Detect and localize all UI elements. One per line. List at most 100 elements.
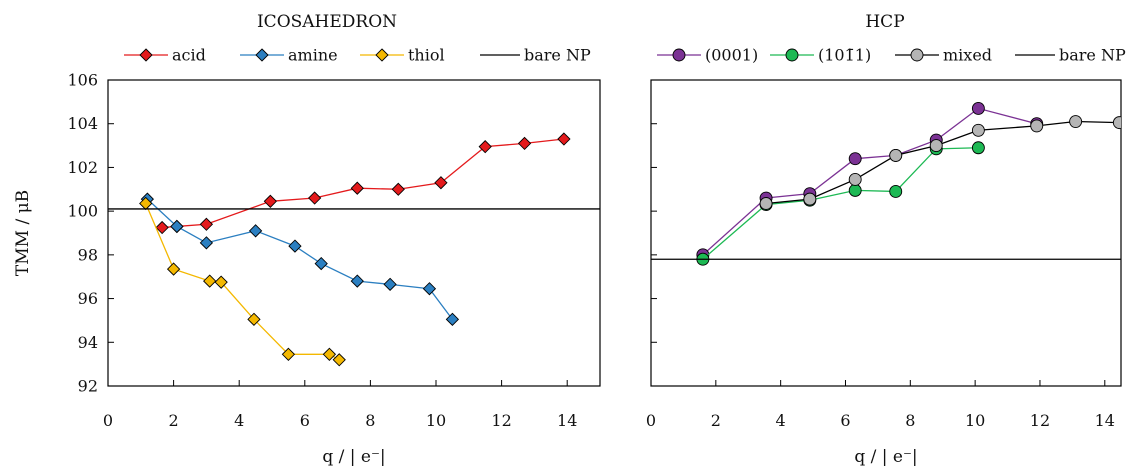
- legend-item-0001: (0001): [657, 46, 758, 65]
- x-tick-label: 4: [234, 411, 244, 430]
- data-point-mixed: [1112, 116, 1121, 130]
- y-tick-label: 98: [78, 245, 98, 264]
- data-point-acid: [308, 191, 322, 205]
- x-tick-label: 2: [169, 411, 179, 430]
- y-axis-label: TMM / μB: [13, 190, 33, 276]
- chart-panel-1: 92 94 96 98 100 102 104 106 0 2 4 6 8 10 12 14 ICOSAHEDR…: [13, 12, 601, 467]
- x-tick-label: 0: [103, 411, 113, 430]
- data-point-0001: [848, 152, 862, 166]
- y-tick-label: 94: [78, 333, 98, 352]
- legend-item-mixed: mixed: [895, 46, 992, 65]
- legend-label: mixed: [943, 46, 992, 65]
- data-point-amine: [248, 224, 263, 238]
- x-tick-label: 12: [1030, 411, 1050, 430]
- plot-frame: [650, 79, 1122, 387]
- x-tick-label: 14: [557, 411, 577, 430]
- data-point-acid: [557, 132, 571, 146]
- y-tick-label: 106: [67, 71, 98, 90]
- data-point-amine: [383, 277, 397, 292]
- data-point-thiol: [166, 262, 181, 276]
- legend-item-bare-np: bare NP: [1015, 46, 1126, 65]
- series-line-amine: [146, 198, 453, 320]
- data-point-mixed: [1069, 115, 1083, 128]
- data-point-mixed: [759, 197, 773, 210]
- chart-title: HCP: [865, 12, 904, 32]
- legend-marker: [255, 48, 269, 62]
- legend-marker: [910, 48, 924, 62]
- data-point-thiol: [281, 347, 296, 361]
- plot-frame: [107, 79, 601, 387]
- legend-item-bare-np: bare NP: [480, 46, 591, 65]
- data-point-amine: [199, 236, 214, 250]
- legend-item-amine: amine: [240, 46, 338, 65]
- x-tick-label: 12: [491, 411, 511, 430]
- x-axis-label: q / | e⁻|: [322, 447, 385, 467]
- data-point-thiol: [332, 353, 346, 367]
- data-point-mixed: [848, 172, 862, 186]
- y-tick-label: 102: [67, 158, 98, 177]
- x-tick-label: 10: [426, 411, 446, 430]
- y-tick-label: 100: [67, 202, 98, 221]
- data-point-acid: [478, 140, 492, 154]
- y-tick-label: 104: [67, 114, 98, 133]
- legend-marker: [672, 48, 686, 62]
- y-tick-label: 96: [78, 289, 98, 308]
- data-point-mixed: [929, 139, 943, 153]
- y-tick-label: 92: [78, 377, 98, 396]
- x-tick-label: 2: [711, 411, 721, 430]
- data-point-acid: [155, 220, 169, 235]
- legend-item-101-1: (101̄1): [770, 46, 871, 65]
- x-tick-label: 4: [776, 411, 786, 430]
- x-axis-label: q / | e⁻|: [854, 447, 917, 467]
- series-line-thiol: [145, 203, 340, 361]
- data-point-amine: [314, 256, 328, 271]
- data-point-amine: [422, 282, 437, 296]
- series-area: [651, 101, 1121, 266]
- data-point-mixed: [803, 192, 817, 206]
- legend-marker: [785, 48, 799, 62]
- data-point-acid: [199, 217, 214, 231]
- data-point-thiol: [247, 312, 261, 326]
- data-point-thiol: [322, 347, 337, 361]
- data-point-acid: [517, 136, 532, 151]
- legend-marker: [139, 48, 153, 62]
- series-area: [108, 132, 600, 367]
- data-point-acid: [434, 176, 448, 190]
- data-point-amine: [350, 274, 364, 288]
- data-point-101-1: [971, 141, 985, 155]
- data-point-acid: [391, 182, 405, 196]
- series-line-acid: [162, 138, 564, 229]
- chart-panel-2: 0 2 4 6 8 10 12 14 HCP q / | e⁻| (0001) (101̄1) mixe…: [646, 12, 1126, 467]
- data-point-mixed: [889, 148, 903, 162]
- legend-label: (0001): [705, 46, 758, 65]
- series-line-101-1: [702, 147, 979, 260]
- data-point-101-1: [848, 183, 862, 197]
- data-point-mixed: [971, 123, 985, 137]
- data-point-acid: [350, 181, 364, 195]
- x-tick-label: 8: [905, 411, 915, 430]
- series-line-mixed: [766, 120, 1120, 205]
- chart-title: ICOSAHEDRON: [257, 12, 397, 32]
- x-tick-label: 10: [965, 411, 985, 430]
- x-tick-label: 8: [365, 411, 375, 430]
- legend-label: bare NP: [1059, 46, 1126, 65]
- legend-label: bare NP: [524, 46, 591, 65]
- data-point-101-1: [889, 185, 903, 198]
- data-point-mixed: [1030, 119, 1044, 133]
- legend-label: amine: [288, 46, 338, 65]
- x-tick-label: 6: [840, 411, 850, 430]
- x-tick-label: 0: [646, 411, 656, 430]
- data-point-0001: [971, 101, 985, 115]
- data-point-amine: [445, 312, 460, 326]
- x-tick-label: 6: [300, 411, 310, 430]
- series-line-0001: [702, 107, 1037, 256]
- legend-item-acid: acid: [124, 46, 206, 65]
- data-point-amine: [170, 219, 184, 234]
- legend-label: (101̄1): [818, 46, 871, 65]
- data-point-amine: [288, 239, 302, 253]
- x-tick-label: 14: [1095, 411, 1115, 430]
- legend-marker: [375, 48, 389, 62]
- legend-label: thiol: [408, 46, 445, 65]
- legend-label: acid: [172, 46, 206, 65]
